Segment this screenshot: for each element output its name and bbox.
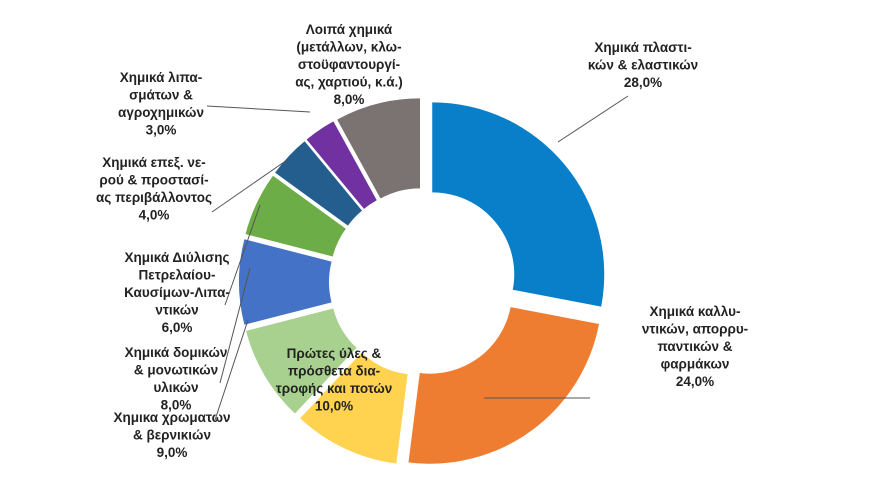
- donut-slice: [432, 102, 605, 307]
- donut-slice: [275, 141, 362, 226]
- slice-label: Πρώτες ύλες & πρόσθετα δια-τροφής και ποτ…: [276, 346, 393, 414]
- leader-line: [214, 319, 249, 421]
- slice-value-label: 24,0%: [676, 374, 714, 389]
- slice-category-label: (μετάλλων, κλω-: [296, 40, 401, 55]
- slice-category-label: Χημικά καλλυ-: [650, 304, 741, 319]
- slice-label: Χημικά επεξ. νε-ρού & προστασί-ας περιβά…: [96, 155, 212, 223]
- leader-line: [557, 95, 629, 143]
- slice-value-label: 10,0%: [315, 399, 353, 414]
- slice-label: Λοιπά χημικά (μετάλλων, κλω-στοϋφαντουργί…: [295, 22, 403, 107]
- slice-category-label: Χημικά επεξ. νε-: [102, 155, 205, 170]
- donut-slice: [245, 175, 346, 257]
- slice-category-label: Λοιπά χημικά: [306, 22, 393, 37]
- slice-category-label: Πετρελαίου-: [139, 268, 216, 283]
- slice-label: Χημικά πλαστι-κών & ελαστικών 28,0%: [588, 40, 698, 90]
- slice-category-label: σμάτων &: [129, 88, 193, 103]
- slice-category-label: Καυσίμων-Λιπα-: [124, 285, 230, 300]
- donut-slice: [408, 307, 600, 464]
- slice-label: Χημικά Διύλισης Πετρελαίου- Καυσίμων-Λιπα-…: [124, 250, 230, 335]
- slice-category-label: Χημικά λιπα-: [120, 70, 202, 85]
- slice-category-label: ρού & προστασί-: [99, 173, 208, 188]
- slice-category-label: & μονωτικών: [134, 363, 218, 378]
- slice-category-label: Χημικά Διύλισης: [125, 250, 230, 265]
- donut-slice: [300, 352, 408, 464]
- slice-value-label: 9,0%: [157, 445, 188, 460]
- leader-line: [224, 204, 261, 306]
- slice-category-label: & βερνικιών: [133, 428, 211, 443]
- slice-category-label: ντικών: [155, 303, 198, 318]
- slice-category-label: ας περιβάλλοντος: [96, 190, 212, 205]
- leader-line: [206, 105, 311, 113]
- slice-category-label: ντικών, απορρυ-: [642, 322, 748, 337]
- donut-slice: [306, 121, 377, 209]
- leader-line: [211, 159, 288, 213]
- slice-category-label: αγροχημικών: [118, 105, 204, 120]
- slice-value-label: 3,0%: [146, 123, 177, 138]
- slice-category-label: Χημικα χρωματων: [113, 410, 230, 425]
- slice-value-label: 8,0%: [334, 92, 365, 107]
- slice-value-label: 4,0%: [139, 208, 170, 223]
- donut-slice: [246, 308, 357, 414]
- slice-category-label: Πρώτες ύλες &: [287, 346, 382, 361]
- slice-value-label: 8,0%: [161, 398, 192, 413]
- slice-label: Χημικά καλλυ-ντικών, απορρυ-παντικών & φα…: [642, 304, 748, 389]
- slice-value-label: 6,0%: [162, 320, 193, 335]
- slice-label: Χημικα χρωματων & βερνικιών 9,0%: [113, 410, 230, 460]
- donut-slice: [239, 239, 332, 325]
- slice-category-label: φαρμάκων: [661, 357, 730, 372]
- slice-label: Χημικά λιπα-σμάτων & αγροχημικών 3,0%: [118, 70, 204, 138]
- slice-category-label: πρόσθετα δια-: [288, 364, 380, 379]
- slice-category-label: Χημικά δομικών: [125, 345, 228, 360]
- slice-value-label: 28,0%: [624, 75, 662, 90]
- slice-category-label: Χημικά πλαστι-: [594, 40, 691, 55]
- slice-category-label: τροφής και ποτών: [276, 381, 393, 396]
- slice-label: Χημικά δομικών & μονωτικών υλικών 8,0%: [125, 345, 228, 413]
- leader-line: [219, 267, 251, 384]
- slice-category-label: υλικών: [153, 380, 198, 395]
- slice-category-label: παντικών &: [657, 339, 732, 354]
- slice-category-label: ας, χαρτιού, κ.ά.): [295, 75, 403, 90]
- donut-slice: [337, 98, 421, 199]
- slice-category-label: κών & ελαστικών: [588, 58, 698, 73]
- slice-category-label: στοϋφαντουργί-: [298, 57, 400, 72]
